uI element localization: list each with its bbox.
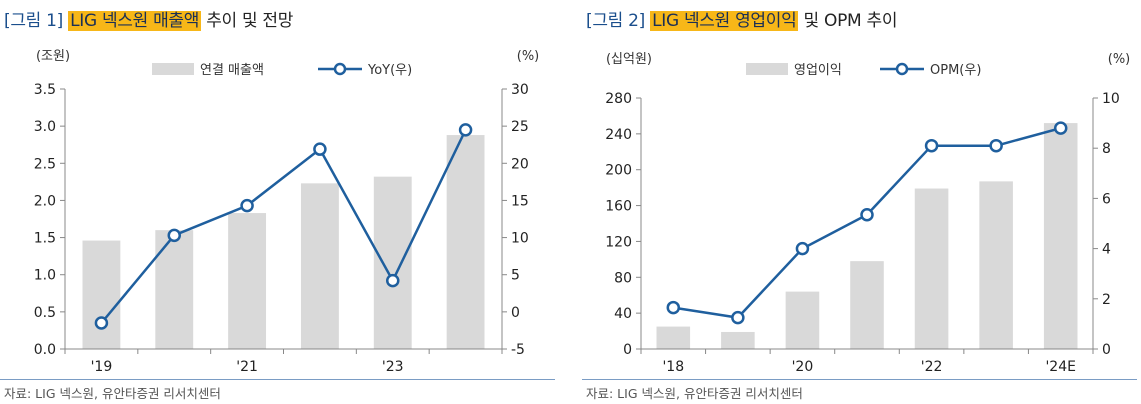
- y-tick-label-right: 30: [511, 82, 529, 98]
- line-point-2021: [240, 198, 254, 213]
- y-tick-label-right: 10: [511, 231, 529, 247]
- x-tick-label: '24E: [1045, 359, 1076, 375]
- legend-line-label: YoY(우): [367, 63, 412, 78]
- legend-line-label: OPM(우): [930, 63, 981, 78]
- line-point-2020: [795, 241, 810, 256]
- legend-bar-swatch: [746, 63, 788, 75]
- chart-title-left: [그림 1] LIG 넥스원 매출액 추이 및 전망: [4, 6, 293, 31]
- y-tick-label-right: 15: [511, 193, 529, 209]
- x-tick-label: '21: [236, 359, 258, 375]
- y-tick-label-right: 20: [511, 156, 529, 172]
- line-point-2023: [989, 138, 1003, 153]
- y-tick-label-right: 8: [1102, 141, 1111, 157]
- y-tick-label-right: 10: [1102, 91, 1120, 107]
- title-highlight: LIG 넥스원 매출액: [68, 11, 202, 31]
- bar-2022: [914, 188, 949, 349]
- line-point-2022: [313, 142, 327, 156]
- bar-2019: [721, 331, 755, 349]
- title-rest: 추이 및 전망: [201, 11, 294, 31]
- bar-2019: [82, 240, 121, 349]
- line-point-2024: [458, 123, 473, 137]
- y-tick-label-left: 240: [605, 127, 632, 143]
- chart-svg-left: (조원) (%) 연결 매출액 YoY(우) 0.0 0.5 1.0 1.5 2.0 2.5 3.0…: [34, 49, 540, 375]
- y-tick-label-right: 2: [1102, 292, 1111, 308]
- y-tick-label-left: 80: [614, 270, 632, 286]
- chart-panel-right: [그림 2] LIG 넥스원 영업이익 및 OPM 추이 (십억원) (%) 영업이…: [582, 0, 1141, 404]
- figure-label: [그림 2]: [586, 11, 645, 31]
- figure-label: [그림 1]: [4, 11, 63, 31]
- y-tick-label-left: 1.5: [34, 231, 56, 247]
- y-tick-label-left: 0.0: [34, 342, 56, 358]
- line-point-2024E: [1053, 121, 1068, 135]
- line-point-2018: [666, 300, 681, 315]
- line-point-2022: [924, 138, 939, 153]
- title-rest: 및 OPM 추이: [798, 11, 898, 31]
- y-tick-label-left: 160: [605, 199, 632, 215]
- source-divider: [582, 379, 1137, 380]
- bar-2018: [656, 326, 691, 349]
- legend-bar-label: 연결 매출액: [200, 63, 264, 78]
- y-axis-unit-left: (십억원): [606, 52, 652, 67]
- chart-panel-left: [그림 1] LIG 넥스원 매출액 추이 및 전망 (조원) (%) 연결 매출액…: [0, 0, 565, 404]
- x-tick-label: '22: [921, 359, 943, 375]
- bar-2021: [850, 261, 884, 349]
- title-highlight: LIG 넥스원 영업이익: [650, 11, 799, 31]
- y-tick-label-left: 200: [605, 163, 632, 179]
- line-point-2020: [167, 228, 181, 243]
- line-series: [100, 129, 467, 324]
- legend-bar-label: 영업이익: [794, 63, 842, 78]
- line-point-2023: [386, 273, 400, 288]
- line-point-2021: [860, 207, 874, 222]
- y-tick-label-left: 0.5: [34, 305, 56, 321]
- bar-2021: [228, 213, 267, 349]
- y-tick-label-right: 4: [1102, 242, 1111, 258]
- legend-line-marker: [895, 62, 909, 76]
- y-tick-label-left: 280: [605, 91, 632, 107]
- y-tick-label-right: 6: [1102, 191, 1111, 207]
- x-tick-label: '19: [91, 359, 113, 375]
- y-tick-label-right: 0: [511, 305, 520, 321]
- y-tick-label-left: 40: [614, 306, 632, 322]
- y-tick-label-left: 3.5: [34, 82, 56, 98]
- source-note: 자료: LIG 넥스원, 유안타증권 리서치센터: [4, 386, 221, 401]
- y-axis-unit-left: (조원): [36, 49, 70, 64]
- x-tick-label: '20: [792, 359, 814, 375]
- y-tick-label-left: 1.0: [34, 268, 56, 284]
- legend-bar-swatch: [152, 63, 194, 75]
- bar-2024: [446, 135, 485, 349]
- y-tick-label-left: 0: [623, 342, 632, 358]
- y-tick-label-left: 2.0: [34, 193, 56, 209]
- bar-2023: [373, 176, 412, 349]
- y-tick-label-right: 25: [511, 119, 529, 135]
- line-point-2019: [94, 316, 109, 330]
- y-tick-label-right: 0: [1102, 342, 1111, 358]
- bar-2024E: [1043, 123, 1078, 349]
- bar-2023: [979, 181, 1013, 349]
- y-tick-label-left: 120: [605, 234, 632, 250]
- y-tick-label-right: -5: [511, 342, 525, 358]
- legend-line-marker: [333, 62, 347, 76]
- y-tick-label-left: 2.5: [34, 156, 56, 172]
- bar-2020: [155, 230, 194, 349]
- chart-title-right: [그림 2] LIG 넥스원 영업이익 및 OPM 추이: [586, 6, 897, 31]
- x-tick-label: '23: [382, 359, 404, 375]
- bar-2020: [785, 291, 820, 349]
- y-axis-unit-right: (%): [1108, 52, 1131, 67]
- y-tick-label-right: 5: [511, 268, 520, 284]
- line-point-2019: [731, 310, 745, 325]
- y-axis-unit-right: (%): [517, 49, 540, 64]
- source-note: 자료: LIG 넥스원, 유안타증권 리서치센터: [586, 386, 803, 401]
- y-tick-label-left: 3.0: [34, 119, 56, 135]
- source-divider: [0, 379, 555, 380]
- x-tick-label: '18: [662, 359, 684, 375]
- chart-svg-right: (십억원) (%) 영업이익 OPM(우) 0 40 80 120 160 200 240 280 0 2…: [605, 52, 1131, 375]
- bar-2022: [300, 183, 339, 349]
